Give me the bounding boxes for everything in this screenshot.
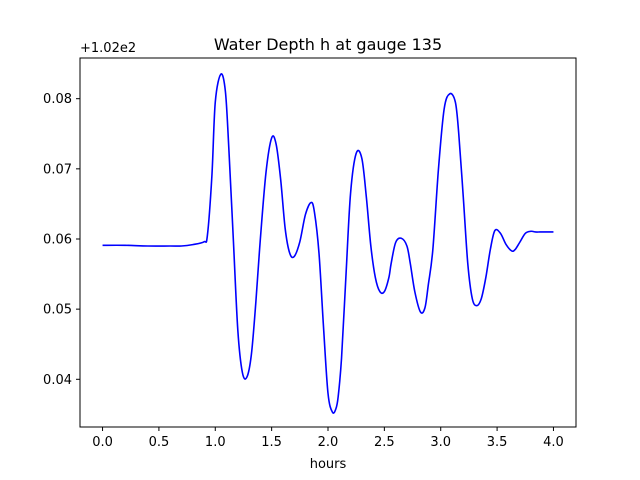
x-tick-label: 2.0 xyxy=(318,435,339,450)
x-axis-ticks: 0.0 0.5 1.0 1.5 2.0 2.5 3.0 3.5 4.0 xyxy=(92,427,564,450)
y-offset-label: +1.02e2 xyxy=(80,41,136,56)
y-axis-ticks: 0.04 0.05 0.06 0.07 0.08 xyxy=(43,92,80,388)
chart-title: Water Depth h at gauge 135 xyxy=(214,35,442,54)
x-tick-label: 3.5 xyxy=(487,435,508,450)
y-tick-label: 0.08 xyxy=(43,92,72,107)
x-tick-label: 0.0 xyxy=(92,435,113,450)
x-tick-label: 1.0 xyxy=(205,435,226,450)
y-tick-label: 0.06 xyxy=(43,232,72,247)
y-tick-label: 0.07 xyxy=(43,162,72,177)
x-tick-label: 3.0 xyxy=(430,435,451,450)
x-axis-label: hours xyxy=(310,457,347,472)
y-tick-label: 0.04 xyxy=(43,373,72,388)
y-tick-label: 0.05 xyxy=(43,303,72,318)
x-tick-label: 1.5 xyxy=(261,435,282,450)
x-tick-label: 4.0 xyxy=(543,435,564,450)
series-line-0 xyxy=(102,73,554,414)
series-layer xyxy=(102,73,554,414)
x-tick-label: 0.5 xyxy=(149,435,170,450)
x-tick-label: 2.5 xyxy=(374,435,395,450)
